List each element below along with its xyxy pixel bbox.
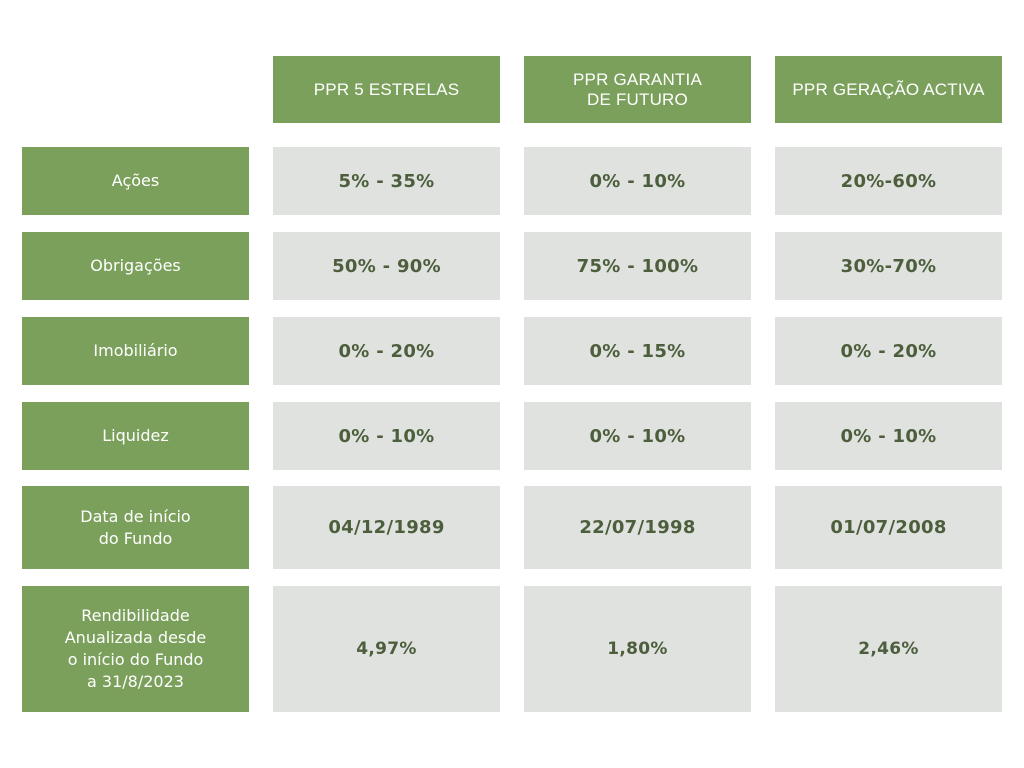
- table-cell: 50% - 90%: [273, 232, 500, 300]
- column-header-label: PPR GARANTIA DE FUTURO: [573, 69, 702, 109]
- table-cell: 2,46%: [775, 586, 1002, 712]
- table-cell: 0% - 10%: [524, 402, 751, 470]
- cell-value: 2,46%: [858, 639, 919, 659]
- column-header-label: PPR 5 ESTRELAS: [313, 79, 460, 99]
- table-cell: 0% - 20%: [273, 317, 500, 385]
- table-cell: 4,97%: [273, 586, 500, 712]
- cell-value: 01/07/2008: [830, 517, 947, 538]
- cell-value: 0% - 15%: [589, 340, 686, 362]
- row-label-text: Data de início do Fundo: [80, 506, 191, 548]
- column-header-ppr-5-estrelas: PPR 5 ESTRELAS: [273, 56, 500, 123]
- row-label-imobiliario: Imobiliário: [22, 317, 249, 385]
- row-label-data-de-inicio: Data de início do Fundo: [22, 486, 249, 569]
- cell-value: 4,97%: [356, 639, 417, 659]
- cell-value: 75% - 100%: [576, 255, 699, 277]
- table-cell: 04/12/1989: [273, 486, 500, 569]
- cell-value: 22/07/1998: [579, 517, 696, 538]
- row-label-obrigacoes: Obrigações: [22, 232, 249, 300]
- table-cell: 30%-70%: [775, 232, 1002, 300]
- table-cell: 0% - 10%: [775, 402, 1002, 470]
- table-cell: 1,80%: [524, 586, 751, 712]
- cell-value: 1,80%: [607, 639, 668, 659]
- row-label-rendibilidade: Rendibilidade Anualizada desde o início …: [22, 586, 249, 712]
- cell-value: 0% - 20%: [338, 340, 435, 362]
- row-label-text: Rendibilidade Anualizada desde o início …: [64, 606, 207, 691]
- row-label-text: Liquidez: [102, 426, 169, 445]
- row-label-text: Imobiliário: [93, 341, 178, 360]
- table-cell: 22/07/1998: [524, 486, 751, 569]
- column-header-ppr-garantia-de-futuro: PPR GARANTIA DE FUTURO: [524, 56, 751, 123]
- table-cell: 0% - 10%: [524, 147, 751, 215]
- table-cell: 5% - 35%: [273, 147, 500, 215]
- cell-value: 0% - 10%: [338, 425, 435, 447]
- table-cell: 75% - 100%: [524, 232, 751, 300]
- table-cell: 01/07/2008: [775, 486, 1002, 569]
- row-label-liquidez: Liquidez: [22, 402, 249, 470]
- cell-value: 5% - 35%: [338, 170, 435, 192]
- row-label-text: Ações: [111, 171, 160, 190]
- cell-value: 50% - 90%: [332, 255, 441, 277]
- cell-value: 04/12/1989: [328, 517, 445, 538]
- column-header-ppr-geracao-activa: PPR GERAÇÃO ACTIVA: [775, 56, 1002, 123]
- table-cell: 0% - 20%: [775, 317, 1002, 385]
- table-cell: 0% - 15%: [524, 317, 751, 385]
- cell-value: 20%-60%: [840, 170, 937, 192]
- table-cell: 20%-60%: [775, 147, 1002, 215]
- row-label-text: Obrigações: [90, 256, 181, 275]
- cell-value: 30%-70%: [840, 255, 937, 277]
- cell-value: 0% - 10%: [589, 170, 686, 192]
- column-header-label: PPR GERAÇÃO ACTIVA: [792, 79, 985, 99]
- cell-value: 0% - 10%: [840, 425, 937, 447]
- cell-value: 0% - 20%: [840, 340, 937, 362]
- table-cell: 0% - 10%: [273, 402, 500, 470]
- cell-value: 0% - 10%: [589, 425, 686, 447]
- row-label-acoes: Ações: [22, 147, 249, 215]
